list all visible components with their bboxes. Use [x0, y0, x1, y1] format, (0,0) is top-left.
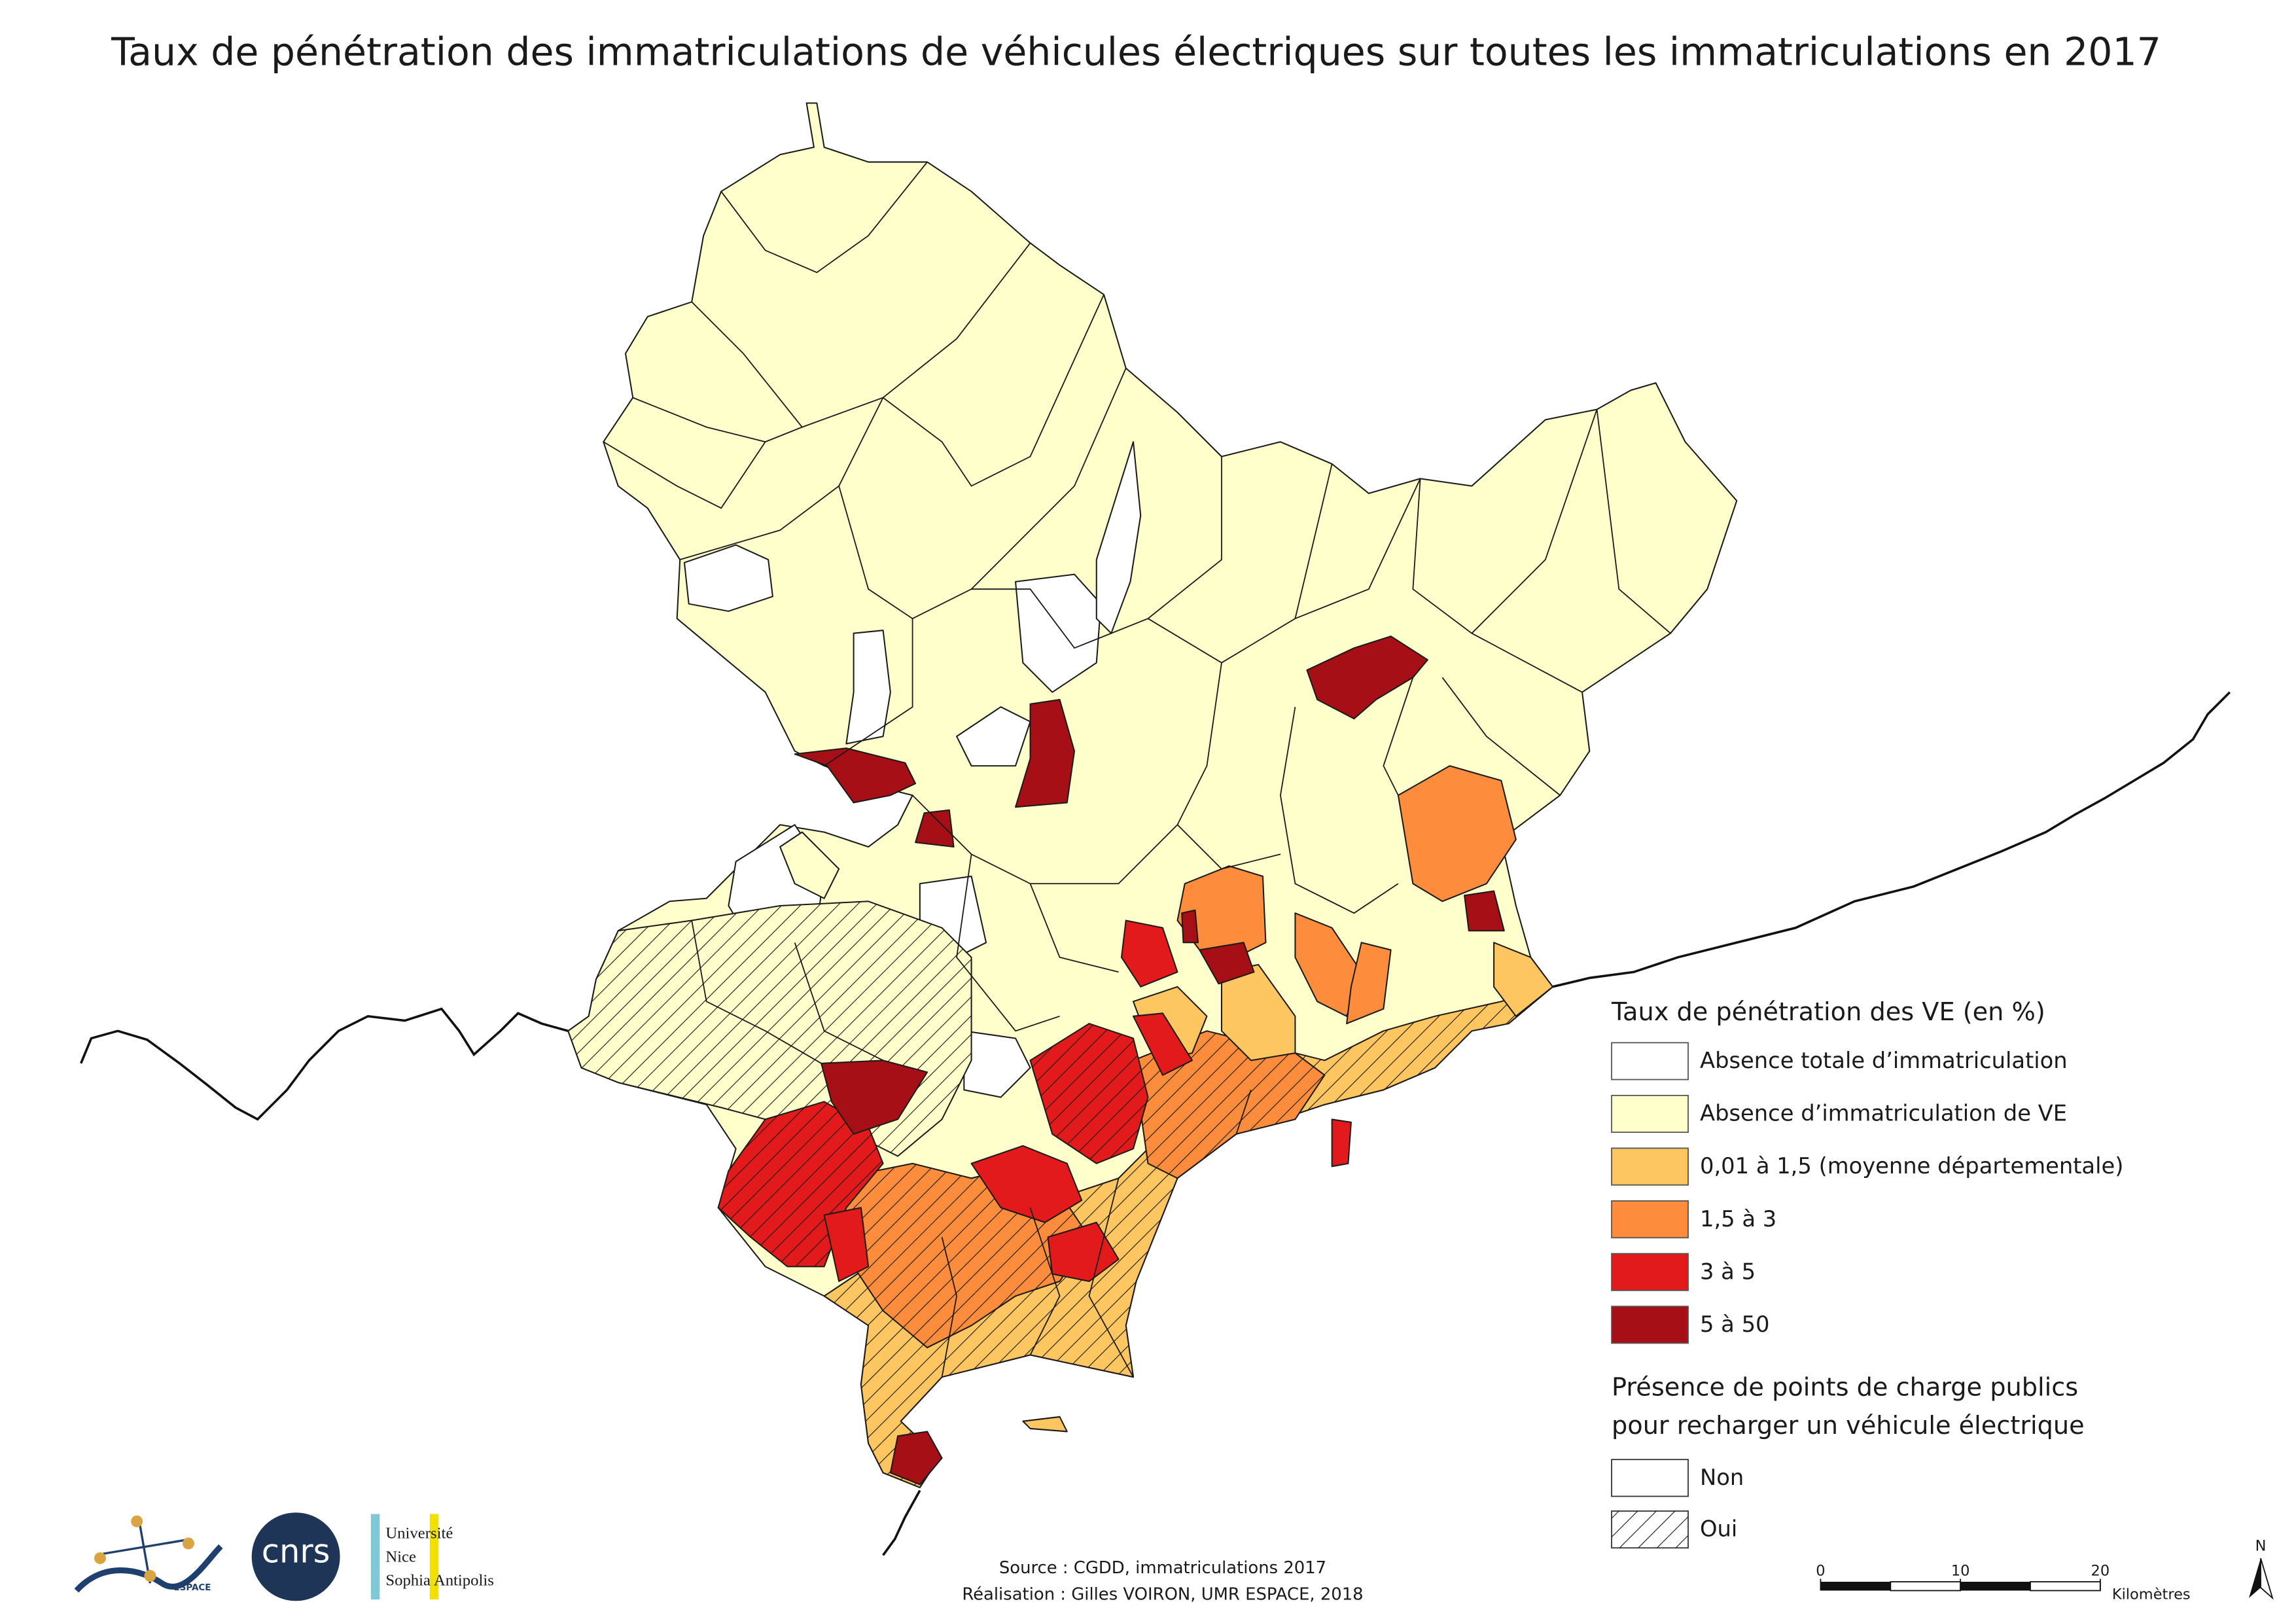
- legend-label: 3 à 5: [1700, 1258, 1756, 1284]
- legend-label: 0,01 à 1,5 (moyenne départementale): [1700, 1153, 2123, 1179]
- logo-text: Université: [385, 1525, 453, 1543]
- north-arrow: N: [2249, 1537, 2274, 1600]
- legend-swatch: [1611, 1200, 1689, 1239]
- logo-text: Nice: [385, 1548, 416, 1566]
- legend-swatch: [1611, 1147, 1689, 1186]
- legend-title: pour recharger un véhicule électrique: [1612, 1412, 2085, 1440]
- municipality: [1176, 865, 1267, 958]
- legend-title: Présence de points de charge publics: [1612, 1374, 2078, 1402]
- municipality: [1181, 909, 1199, 944]
- scale-label: 10: [1951, 1563, 1970, 1580]
- municipality: [1120, 919, 1178, 988]
- municipality: [956, 706, 1031, 767]
- municipality: [823, 1207, 870, 1282]
- municipality: [779, 831, 840, 899]
- municipality: [1015, 698, 1076, 808]
- municipality: [1015, 573, 1102, 693]
- logo-university: Université Nice Sophia Antipolis: [370, 1514, 494, 1599]
- legend-swatch: [1611, 1459, 1689, 1497]
- scale-label: 0: [1816, 1563, 1825, 1580]
- map-title: Taux de pénétration des immatriculations…: [111, 29, 2161, 74]
- source: Source : CGDD, immatriculations 2017: [999, 1558, 1326, 1578]
- municipality: [845, 630, 891, 745]
- municipality: [970, 1145, 1083, 1223]
- municipality: [1199, 942, 1255, 985]
- municipality: [683, 544, 773, 612]
- municipality: [1095, 441, 1142, 634]
- logo-bar: [370, 1514, 380, 1599]
- logo-text: Sophia Antipolis: [385, 1572, 494, 1590]
- logo-dot: [94, 1552, 106, 1564]
- arrow-half: [2260, 1558, 2274, 1600]
- municipality: [1346, 942, 1392, 1025]
- logo-espace: ESPACE: [74, 1515, 223, 1593]
- municipality: [1047, 1221, 1120, 1282]
- hatch: [1030, 1024, 1148, 1164]
- municipality: [889, 1431, 943, 1486]
- logo-disc: [251, 1512, 340, 1601]
- municipality: [1493, 942, 1554, 1017]
- scale-segment: [1960, 1581, 2030, 1591]
- legend-label: 5 à 50: [1700, 1311, 1769, 1337]
- scale-label: 20: [2091, 1563, 2110, 1580]
- municipality: [1132, 1012, 1193, 1076]
- logo-bar: [429, 1514, 439, 1599]
- municipality: [1331, 1118, 1352, 1168]
- municipality: [915, 809, 955, 848]
- legend-label: Oui: [1700, 1516, 1737, 1542]
- map-municipalities: [567, 102, 1738, 1488]
- scale-segment: [2030, 1581, 2101, 1592]
- municipality: [794, 747, 917, 804]
- municipal-boundaries: [603, 161, 1671, 1378]
- logo-text: ESPACE: [173, 1582, 211, 1593]
- region: [567, 102, 1738, 1488]
- hatch: [718, 1101, 883, 1267]
- credit: Réalisation : Gilles VOIRON, UMR ESPACE,…: [962, 1585, 1363, 1605]
- logo-line: [103, 1538, 192, 1555]
- scale-unit: Kilomètres: [2112, 1586, 2191, 1603]
- legend-title: Taux de pénétration des VE (en %): [1611, 998, 2045, 1027]
- municipality: [1294, 912, 1362, 1017]
- municipality: [963, 1030, 1031, 1098]
- logo-dot: [131, 1515, 143, 1527]
- legend-swatch: [1611, 1094, 1689, 1133]
- border-lines: [80, 691, 2231, 1556]
- legend-label: Absence totale d’immatriculation: [1700, 1048, 2068, 1073]
- municipality: [1022, 1416, 1068, 1433]
- logo-cnrs: cnrs: [251, 1512, 340, 1601]
- legend-swatch: [1611, 1042, 1689, 1080]
- municipality: [1220, 964, 1296, 1061]
- logo-wave: [74, 1544, 223, 1593]
- hatch: [1133, 1031, 1325, 1179]
- north-label: N: [2255, 1537, 2267, 1554]
- legend-swatch: [1611, 1253, 1689, 1291]
- scale-segment: [1820, 1581, 1891, 1591]
- scale-segment: [1890, 1581, 1962, 1592]
- municipality: [1464, 890, 1505, 932]
- legend: Taux de pénétration des VE (en %) Absenc…: [1611, 998, 2123, 1344]
- legend-label: 1,5 à 3: [1700, 1206, 1776, 1232]
- legend-charging: Présence de points de charge publics pour…: [1611, 1374, 2085, 1549]
- logo-text: cnrs: [262, 1533, 330, 1571]
- legend-swatch: [1611, 1306, 1689, 1344]
- legend-hatch: [1612, 1510, 1689, 1548]
- legend-label: Non: [1700, 1465, 1744, 1490]
- logo-dot: [144, 1569, 156, 1582]
- arrow-half: [2249, 1558, 2261, 1598]
- municipality: [1397, 765, 1517, 902]
- logo-dot: [182, 1537, 194, 1550]
- legend-label: Absence d’immatriculation de VE: [1700, 1101, 2067, 1126]
